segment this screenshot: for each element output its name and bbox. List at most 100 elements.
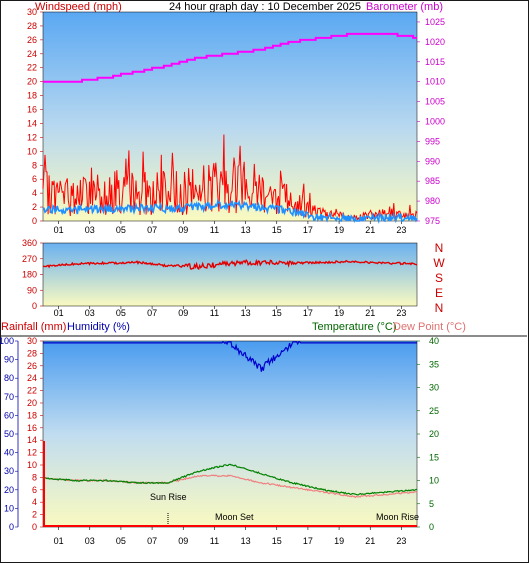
humidity-y-tick-label: 90	[4, 355, 14, 365]
wind-y-tick-label: 16	[27, 105, 37, 115]
wind-y-tick-label: 18	[27, 91, 37, 101]
direction-y-tick-label: 90	[27, 285, 37, 295]
wind-y-tick-label: 20	[27, 77, 37, 87]
x-tick-label: 21	[365, 308, 375, 318]
x-tick-label: 21	[365, 536, 375, 546]
x-tick-label: 05	[116, 308, 126, 318]
x-tick-label: 03	[85, 308, 95, 318]
x-tick-label: 19	[334, 308, 344, 318]
temp-y-tick-label: 25	[429, 406, 439, 416]
direction-panel-background	[42, 242, 418, 307]
humidity-line	[43, 341, 417, 372]
temp-y-tick-label: 15	[429, 452, 439, 462]
wind-y-tick-label: 14	[27, 118, 37, 128]
barometer-y-tick-label: 990	[425, 156, 440, 166]
wind-y-tick-label: 6	[32, 174, 37, 184]
rain-y-tick-label: 22	[27, 386, 37, 396]
direction-y-tick-label: 360	[22, 238, 37, 248]
x-tick-label: 11	[210, 308, 219, 318]
temp-y-tick-label: 40	[429, 336, 439, 346]
x-tick-label: 13	[241, 536, 251, 546]
x-tick-label: 17	[303, 225, 313, 235]
compass-label: N	[435, 241, 444, 255]
temperature-axis-title: Temperature (°C)	[312, 321, 396, 333]
rain-y-tick-label: 2	[32, 510, 37, 520]
humidity-y-tick-label: 70	[4, 392, 14, 402]
x-tick-label: 17	[303, 308, 313, 318]
wind-y-tick-label: 4	[32, 188, 37, 198]
x-tick-label: 05	[116, 225, 126, 235]
humidity-y-tick-label: 0	[9, 522, 14, 532]
x-tick-label: 13	[241, 308, 251, 318]
temp-y-tick-label: 35	[429, 359, 439, 369]
temp-y-tick-label: 10	[429, 476, 439, 486]
wind-y-tick-label: 12	[27, 132, 37, 142]
x-tick-label: 01	[54, 225, 64, 235]
rain-y-tick-label: 26	[27, 361, 37, 371]
rain-y-tick-label: 30	[27, 336, 37, 346]
rain-y-tick-label: 16	[27, 423, 37, 433]
x-tick-label: 03	[85, 536, 95, 546]
moon-set-label: Moon Set	[215, 512, 254, 522]
wind-axis-title: Windspeed (mph)	[35, 1, 122, 13]
rain-y-tick-label: 10	[27, 460, 37, 470]
wind-y-tick-label: 24	[27, 49, 37, 59]
dewpoint-axis-title: Dew Point (°C)	[393, 321, 466, 333]
wind-y-tick-label: 0	[32, 216, 37, 226]
x-tick-label: 09	[178, 308, 188, 318]
rain-y-tick-label: 8	[32, 472, 37, 482]
direction-y-tick-label: 0	[32, 301, 37, 311]
compass-label: N	[435, 301, 444, 315]
humidity-y-tick-label: 10	[4, 503, 14, 513]
barometer-y-tick-label: 980	[425, 196, 440, 206]
x-tick-label: 11	[210, 225, 219, 235]
barometer-y-tick-label: 995	[425, 136, 440, 146]
rain-y-tick-label: 14	[27, 435, 37, 445]
rain-y-tick-label: 12	[27, 448, 37, 458]
barometer-y-tick-label: 1005	[425, 97, 445, 107]
x-tick-label: 23	[396, 225, 406, 235]
barometer-y-tick-label: 975	[425, 216, 440, 226]
x-tick-label: 13	[241, 225, 251, 235]
humidity-y-tick-label: 80	[4, 373, 14, 383]
temp-y-tick-label: 20	[429, 429, 439, 439]
humidity-y-tick-label: 40	[4, 448, 14, 458]
compass-label: W	[433, 256, 445, 270]
barometer-line	[43, 32, 417, 83]
x-tick-label: 19	[334, 536, 344, 546]
x-tick-label: 23	[396, 308, 406, 318]
x-tick-label: 17	[303, 536, 313, 546]
x-tick-label: 01	[54, 308, 64, 318]
compass-label: E	[435, 286, 443, 300]
wind-direction-line	[42, 258, 418, 271]
rain-y-tick-label: 18	[27, 410, 37, 420]
wind-y-tick-label: 26	[27, 35, 37, 45]
rain-y-tick-label: 0	[32, 522, 37, 532]
humidity-y-tick-label: 50	[4, 429, 14, 439]
x-tick-label: 19	[334, 225, 344, 235]
humidity-y-tick-label: 30	[4, 466, 14, 476]
x-tick-label: 01	[54, 536, 64, 546]
chart-title: 24 hour graph day : 10 December 2025	[169, 1, 361, 13]
compass-label: S	[435, 271, 443, 285]
wind-y-tick-label: 8	[32, 160, 37, 170]
barometer-y-tick-label: 985	[425, 176, 440, 186]
temp-y-tick-label: 30	[429, 383, 439, 393]
barometer-y-tick-label: 1010	[425, 77, 445, 87]
barometer-axis-title: Barometer (mb)	[366, 1, 443, 13]
x-tick-label: 03	[85, 225, 95, 235]
humidity-y-tick-label: 60	[4, 410, 14, 420]
barometer-y-tick-label: 1000	[425, 116, 445, 126]
rain-y-tick-label: 20	[27, 398, 37, 408]
series-group	[42, 32, 418, 527]
sun-rise-label: Sun Rise	[150, 492, 187, 502]
x-tick-label: 11	[210, 536, 219, 546]
wind-y-tick-label: 28	[27, 21, 37, 31]
humidity-y-tick-label: 20	[4, 485, 14, 495]
x-tick-label: 15	[272, 536, 282, 546]
rainfall-axis-title: Rainfall (mm)	[1, 321, 66, 333]
wind-y-tick-label: 10	[27, 146, 37, 156]
barometer-y-tick-label: 1015	[425, 57, 445, 67]
